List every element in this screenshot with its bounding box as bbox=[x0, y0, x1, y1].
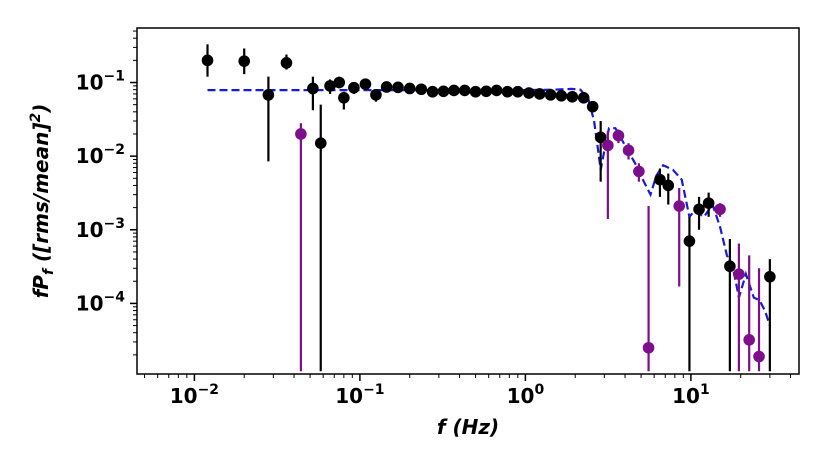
data-point bbox=[314, 137, 327, 149]
data-point bbox=[724, 260, 736, 273]
data-point bbox=[566, 90, 579, 103]
data-point bbox=[693, 203, 705, 216]
data-point bbox=[426, 85, 439, 98]
x-tick-base: 10 bbox=[170, 384, 198, 408]
data-point bbox=[348, 81, 360, 94]
data-point bbox=[577, 92, 590, 104]
y-axis-title-subscript: f bbox=[41, 267, 57, 275]
data-point bbox=[586, 100, 599, 113]
data-point bbox=[654, 173, 666, 186]
data-point bbox=[370, 89, 382, 101]
y-tick-label: 10−4 bbox=[76, 289, 126, 315]
x-tick-exponent: −2 bbox=[198, 382, 219, 398]
data-point bbox=[201, 54, 214, 67]
data-point bbox=[469, 85, 482, 98]
plot-frame bbox=[136, 27, 800, 375]
x-tick-base: 10 bbox=[507, 384, 535, 408]
x-tick-label: 100 bbox=[507, 382, 545, 408]
data-point bbox=[448, 84, 460, 97]
y-tick-base: 10 bbox=[76, 71, 104, 95]
data-point bbox=[490, 84, 503, 97]
data-point bbox=[501, 85, 514, 98]
data-point bbox=[602, 139, 614, 152]
data-point bbox=[415, 83, 428, 96]
data-point bbox=[359, 78, 372, 90]
data-point bbox=[764, 270, 776, 283]
data-point bbox=[437, 85, 450, 98]
x-tick-exponent: 0 bbox=[534, 382, 544, 398]
data-point bbox=[594, 131, 607, 144]
data-point bbox=[324, 80, 336, 92]
y-tick-base: 10 bbox=[76, 218, 104, 242]
x-tick-base: 10 bbox=[335, 384, 363, 408]
y-tick-base: 10 bbox=[76, 291, 104, 315]
x-tick-label: 10−2 bbox=[170, 382, 219, 408]
data-point bbox=[753, 350, 765, 363]
data-point bbox=[458, 84, 471, 97]
data-point bbox=[480, 85, 493, 98]
x-tick-label: 101 bbox=[672, 382, 710, 408]
data-point bbox=[280, 57, 293, 69]
data-point bbox=[683, 235, 696, 247]
x-axis-title: f (Hz) bbox=[437, 415, 499, 439]
data-point bbox=[533, 88, 546, 100]
data-point bbox=[544, 89, 557, 101]
data-point bbox=[673, 200, 686, 212]
x-tick-exponent: −1 bbox=[363, 382, 384, 398]
data-point bbox=[333, 76, 346, 89]
data-point bbox=[238, 55, 251, 67]
y-tick-label: 10−3 bbox=[76, 216, 125, 242]
data-point bbox=[633, 165, 645, 178]
y-tick-exponent: −4 bbox=[104, 289, 126, 305]
y-tick-exponent: −2 bbox=[104, 142, 125, 158]
data-point bbox=[555, 90, 568, 102]
data-point bbox=[612, 129, 625, 142]
y-axis-title: fPf ([rms/mean]2) bbox=[28, 104, 57, 299]
data-point bbox=[642, 341, 655, 354]
data-point bbox=[622, 144, 635, 157]
data-point bbox=[338, 92, 350, 104]
data-point bbox=[702, 197, 715, 209]
x-tick-label: 10−1 bbox=[335, 382, 384, 408]
data-point bbox=[262, 89, 275, 101]
data-point bbox=[380, 81, 393, 93]
y-tick-exponent: −1 bbox=[104, 69, 125, 85]
y-tick-base: 10 bbox=[76, 144, 104, 168]
data-point bbox=[403, 82, 416, 95]
data-point bbox=[307, 82, 319, 95]
y-tick-exponent: −3 bbox=[104, 216, 125, 232]
data-point bbox=[733, 268, 745, 280]
x-tick-exponent: 1 bbox=[700, 382, 710, 398]
x-tick-base: 10 bbox=[672, 384, 700, 408]
y-tick-label: 10−2 bbox=[76, 142, 125, 168]
data-point bbox=[392, 81, 404, 94]
data-points-group bbox=[201, 54, 776, 363]
data-point bbox=[295, 128, 307, 140]
data-point bbox=[523, 87, 535, 99]
y-tick-label: 10−1 bbox=[76, 69, 125, 95]
data-point bbox=[662, 179, 675, 192]
data-point bbox=[743, 334, 755, 346]
data-point bbox=[714, 203, 726, 216]
data-point bbox=[512, 85, 524, 98]
